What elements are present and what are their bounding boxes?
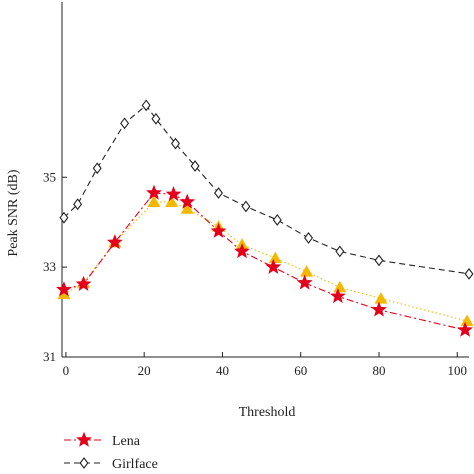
data-point <box>464 267 474 280</box>
data-point <box>333 280 347 293</box>
y-tick-label: 31 <box>43 349 56 364</box>
data-point <box>300 265 314 277</box>
data-point <box>329 288 346 304</box>
data-point <box>214 187 224 199</box>
series-line <box>63 104 470 275</box>
data-point <box>265 258 282 274</box>
data-point <box>170 137 180 150</box>
data-point <box>371 301 387 317</box>
data-point <box>120 117 130 130</box>
data-point <box>151 112 161 125</box>
data-point <box>106 234 123 250</box>
axes <box>61 2 469 358</box>
data-point <box>296 274 313 290</box>
data-point <box>241 200 251 213</box>
series-line <box>63 192 466 331</box>
series-line <box>63 201 468 322</box>
x-tick-label: 60 <box>294 363 307 378</box>
data-point <box>190 160 200 172</box>
x-tick-label: 40 <box>216 363 229 378</box>
data-point <box>179 193 196 209</box>
data-point <box>146 184 162 200</box>
legend-marker <box>79 457 89 469</box>
legend: Lena Girlface <box>64 431 158 472</box>
data-point <box>75 275 92 291</box>
data-point <box>457 321 474 337</box>
x-axis-title: Threshold <box>239 405 296 420</box>
data-point <box>460 314 474 327</box>
legend-label: Girlface <box>112 457 158 472</box>
data-point <box>56 281 72 297</box>
data-point <box>374 254 384 267</box>
data-point <box>147 195 161 207</box>
series-group <box>57 195 474 327</box>
data-point <box>234 243 250 259</box>
data-point <box>165 195 179 207</box>
data-point <box>165 185 182 202</box>
data-point <box>268 251 282 264</box>
data-point <box>374 292 388 304</box>
data-point <box>57 287 71 300</box>
data-point <box>73 198 83 211</box>
data-point <box>304 232 314 244</box>
series-layer <box>56 99 474 337</box>
data-point <box>335 245 345 258</box>
legend-item: Girlface <box>64 457 158 472</box>
x-axis-ticks: 0 20 40 60 80 100 <box>63 352 467 378</box>
data-point <box>210 222 227 238</box>
legend-item: Lena <box>64 431 141 449</box>
legend-label: Lena <box>112 434 141 449</box>
x-tick-label: 80 <box>372 363 385 378</box>
data-point <box>141 99 151 112</box>
series-group <box>56 184 474 337</box>
x-tick-label: 0 <box>63 363 70 378</box>
legend-marker <box>76 431 92 447</box>
y-axis-ticks: 31 33 35 <box>43 169 67 364</box>
x-tick-label: 20 <box>138 363 151 378</box>
data-point <box>92 162 102 175</box>
x-tick-label: 100 <box>448 363 468 378</box>
y-axis-title: Peak SNR (dB) <box>6 169 21 256</box>
data-point <box>180 202 194 214</box>
data-point <box>272 214 282 226</box>
y-tick-label: 35 <box>43 169 56 184</box>
series-group <box>59 99 474 280</box>
data-point <box>59 211 69 224</box>
y-tick-label: 33 <box>43 259 56 274</box>
